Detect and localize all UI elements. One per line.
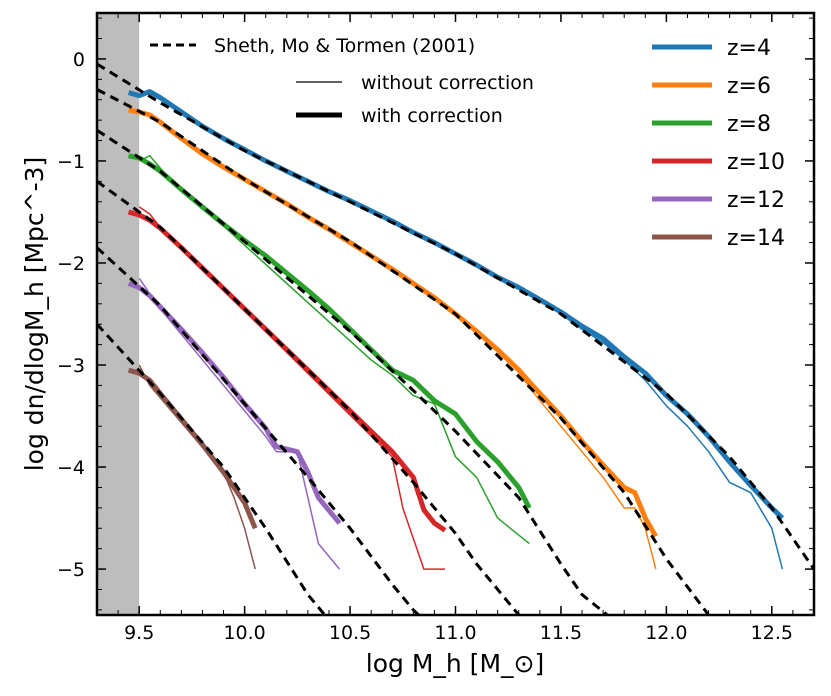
y-tick-label: −4 — [57, 457, 85, 479]
excluded-mass-region — [97, 13, 140, 615]
legend-label-z6: z=6 — [727, 74, 771, 99]
x-tick-label: 10.0 — [223, 622, 265, 644]
legend-label-z4: z=4 — [727, 36, 771, 61]
model-curve-z8 — [97, 129, 610, 615]
legend-label-z14: z=14 — [727, 226, 785, 251]
y-tick-label: −1 — [57, 151, 85, 173]
plot-frame — [95, 11, 816, 617]
legend-label-z8: z=8 — [727, 112, 771, 137]
legend-label-z12: z=12 — [727, 188, 785, 213]
redshift-legend: z=4 z=6 z=8 z=10 z=12 z=14 — [652, 36, 785, 251]
x-axis-label: log M_h [M_⊙] — [366, 649, 544, 678]
series-z8-without-correction — [138, 155, 530, 545]
y-tick-label: −3 — [57, 355, 85, 377]
legend-with-label: with correction — [361, 105, 503, 127]
model-curve-z10 — [97, 180, 520, 615]
model-curves-layer — [97, 62, 814, 615]
y-tick-label: −5 — [57, 559, 85, 581]
style-legend: Sheth, Mo & Tormen (2001) without correc… — [150, 35, 534, 127]
series-z4-without-correction — [560, 313, 784, 570]
x-tick-label: 9.5 — [124, 622, 154, 644]
series-z12-without-correction — [138, 277, 341, 570]
series-z4-with-correction — [127, 89, 785, 520]
y-axis-label: log dn/dlogM_h [Mpc^-3] — [20, 157, 49, 472]
series-z8-with-correction — [128, 153, 532, 510]
x-tick-label: 12.5 — [751, 622, 793, 644]
legend-label-z10: z=10 — [727, 150, 785, 175]
series-z6-without-correction — [518, 372, 657, 570]
model-curve-z14 — [97, 323, 327, 615]
y-tick-label: −2 — [57, 253, 85, 275]
x-tick-label: 11.0 — [434, 622, 476, 644]
y-tick-label: 0 — [73, 49, 85, 71]
y-axis-label-text: log dn/dlogM_h [Mpc^-3] — [20, 157, 49, 472]
series-z10-without-correction — [138, 206, 445, 570]
legend-without-label: without correction — [361, 72, 534, 94]
model-curve-z6 — [97, 88, 713, 615]
legend-model-label: Sheth, Mo & Tormen (2001) — [214, 35, 475, 57]
model-curve-z12 — [97, 246, 421, 615]
model-curve-z4 — [97, 62, 814, 570]
x-axis-label-text: log M_h [M_⊙] — [366, 649, 544, 678]
x-tick-label: 11.5 — [540, 622, 582, 644]
x-tick-label: 12.0 — [645, 622, 687, 644]
x-tick-label: 10.5 — [329, 622, 371, 644]
